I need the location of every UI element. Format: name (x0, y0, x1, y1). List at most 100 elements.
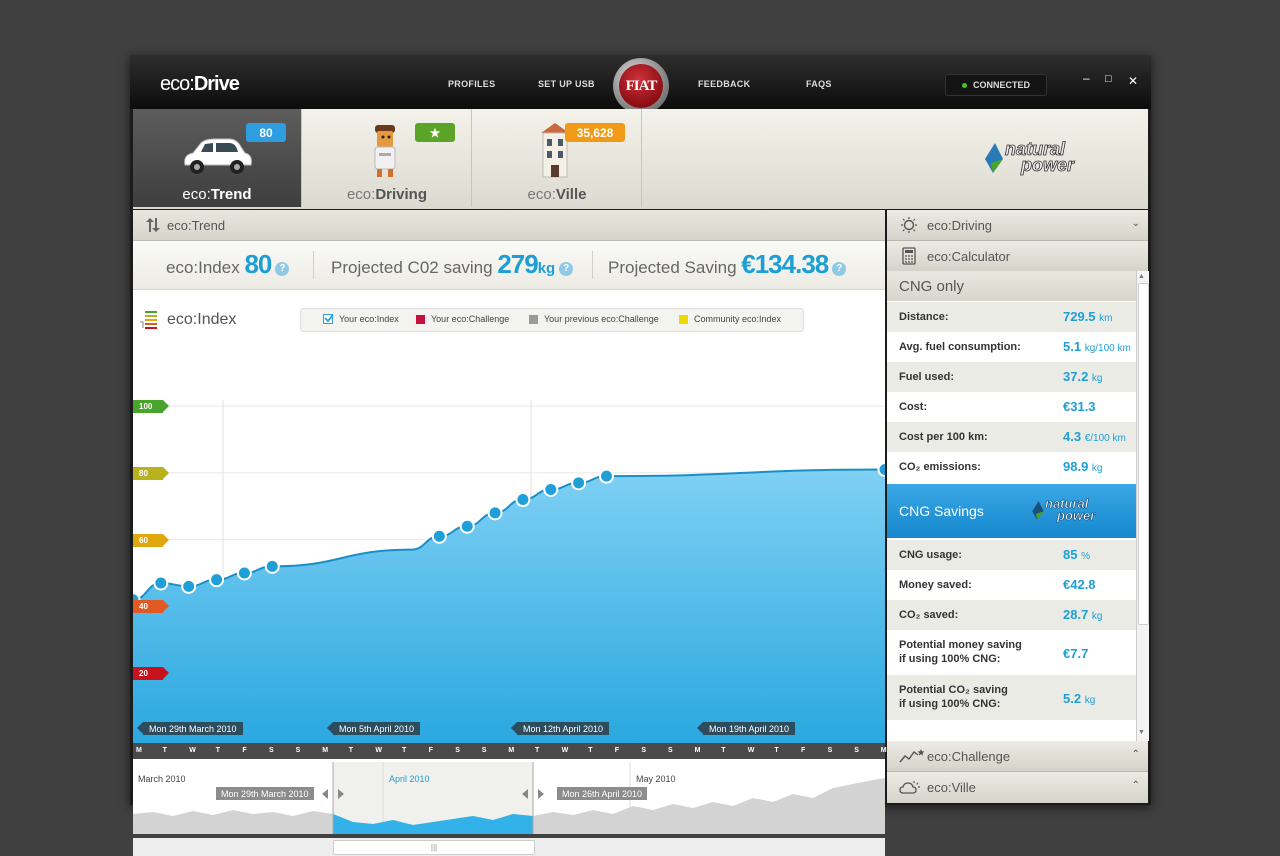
tab-eco-trend[interactable]: 80 eco:Trend (133, 109, 302, 207)
y-axis-tick-label: 40 (133, 600, 169, 614)
connection-status: CONNECTED (945, 74, 1047, 96)
tab-label-bold: Driving (375, 186, 428, 203)
timeline-navigator[interactable]: March 2010 April 2010 May 2010 Mon 29th … (133, 762, 885, 834)
day-label: S (668, 747, 673, 754)
area-fill (133, 469, 885, 744)
data-point (877, 461, 885, 477)
tab-label-prefix: eco: (182, 186, 211, 203)
data-point (515, 492, 531, 508)
day-label: T (162, 747, 167, 754)
eco-challenge-header[interactable]: eco:Challenge ⌃ (887, 741, 1148, 772)
stat-projected-saving: Projected Saving €134.38? (608, 249, 847, 280)
help-icon[interactable]: ? (275, 261, 290, 276)
chart-legend: Your eco:Index Your eco:Challenge Your p… (300, 308, 804, 332)
date-marker: Mon 29th March 2010 (137, 722, 243, 735)
nav-feedback[interactable]: FEEDBACK (698, 79, 751, 89)
minimize-button[interactable]: – (1083, 71, 1090, 85)
tab-label: eco:Trend (133, 186, 301, 203)
challenge-chart-icon (899, 749, 925, 763)
legend-label: Community eco:Index (694, 314, 782, 324)
day-label: M (322, 747, 329, 754)
weather-cloud-icon (899, 781, 920, 794)
row-value: 98.9 kg (1063, 459, 1103, 474)
range-start-label: Mon 29th March 2010 (216, 787, 314, 800)
legend-item[interactable]: Your eco:Index (323, 314, 399, 324)
timeline-scrollbar[interactable]: ||| (133, 838, 885, 856)
stat-value: 279 (497, 249, 538, 279)
tab-eco-ville[interactable]: 35,628 eco:Ville (473, 109, 642, 207)
row-label-line: if using 100% CNG: (899, 698, 1001, 710)
tab-badge: ★ (415, 123, 455, 142)
nav-profiles[interactable]: PROFILES (448, 79, 496, 89)
nav-set-up-usb[interactable]: SET UP USB (538, 79, 595, 89)
brand-logo-line2: power (1021, 155, 1075, 176)
scroll-up-icon[interactable]: ▲ (1138, 273, 1145, 280)
tab-label-bold: Trend (210, 186, 252, 203)
eco-ville-header[interactable]: eco:Ville ⌃ (887, 772, 1148, 803)
savings-row: CNG usage: 85 % (887, 540, 1136, 570)
row-value: 5.1 kg/100 km (1063, 339, 1131, 354)
natural-power-logo-small: natural power (1031, 496, 1131, 526)
right-panel: eco:Driving ⌄ eco:Calculator CNG only Di… (887, 210, 1149, 803)
data-point (153, 575, 169, 591)
row-unit: kg (1091, 373, 1103, 384)
day-label: S (827, 747, 833, 754)
day-label: S (295, 747, 301, 754)
tab-label-prefix: eco: (527, 186, 556, 203)
range-end-label: Mon 26th April 2010 (557, 787, 648, 800)
row-unit: km (1099, 313, 1113, 324)
legend-item[interactable]: Community eco:Index (679, 314, 781, 324)
row-value: €31.3 (1063, 399, 1096, 414)
day-label: F (242, 747, 247, 754)
row-unit: kg (1091, 611, 1103, 622)
nav-faqs[interactable]: FAQS (806, 79, 832, 89)
legend-swatch (529, 314, 538, 324)
chart-title: eco:Index (167, 311, 237, 328)
section-header: eco:Trend (133, 210, 885, 241)
help-icon[interactable]: ? (559, 261, 574, 276)
chevron-up-icon: ⌃ (1131, 780, 1140, 791)
help-icon[interactable]: ? (832, 261, 847, 276)
savings-row: Money saved: €42.8 (887, 570, 1136, 600)
day-label: W (561, 747, 569, 754)
close-button[interactable]: ✕ (1128, 74, 1139, 88)
row-value: 729.5 km (1063, 309, 1113, 324)
eco-driving-header[interactable]: eco:Driving ⌄ (887, 210, 1148, 241)
month-label: April 2010 (389, 774, 430, 784)
scroll-down-icon[interactable]: ▼ (1138, 729, 1145, 736)
scrollbar-thumb[interactable]: ||| (333, 840, 535, 855)
stat-unit: kg (537, 260, 556, 277)
range-start-handle-icon[interactable] (321, 788, 345, 800)
y-axis-tick-label: 20 (133, 667, 169, 681)
eco-calculator-header[interactable]: eco:Calculator (887, 241, 1148, 272)
day-label: W (189, 747, 196, 754)
logo-prefix: eco: (160, 73, 195, 95)
tab-eco-driving[interactable]: ★ eco:Driving (303, 109, 472, 207)
stat-label: Projected Saving (608, 258, 737, 277)
stat-label: Projected C02 saving (331, 258, 493, 277)
day-label: T (774, 747, 779, 754)
cng-title: CNG only (899, 278, 965, 295)
car-icon (184, 138, 252, 174)
natural-power-logo: natural power (983, 139, 1133, 179)
calculator-scrollbar[interactable]: ▲ ▼ (1136, 271, 1149, 741)
brand-logo-line1: natural (1045, 496, 1089, 512)
legend-swatch (416, 314, 425, 324)
checkbox-checked-icon[interactable] (323, 314, 334, 324)
day-label: S (455, 747, 460, 754)
fiat-logo: FIAT (613, 58, 669, 114)
data-point (209, 572, 225, 588)
logo-bold: Drive (193, 73, 240, 95)
legend-item[interactable]: Your eco:Challenge (416, 314, 509, 324)
scrollbar-thumb[interactable] (1138, 283, 1149, 625)
row-unit: kg (1091, 463, 1103, 474)
maximize-button[interactable]: □ (1105, 73, 1112, 85)
row-label: CO₂ saved: (899, 609, 959, 621)
calculator-icon (902, 247, 916, 265)
day-label: S (269, 747, 274, 754)
row-unit: €/100 km (1084, 433, 1126, 444)
range-end-handle-icon[interactable] (521, 788, 545, 800)
legend-item[interactable]: Your previous eco:Challenge (529, 314, 659, 324)
header-title: eco:Driving (927, 218, 993, 233)
